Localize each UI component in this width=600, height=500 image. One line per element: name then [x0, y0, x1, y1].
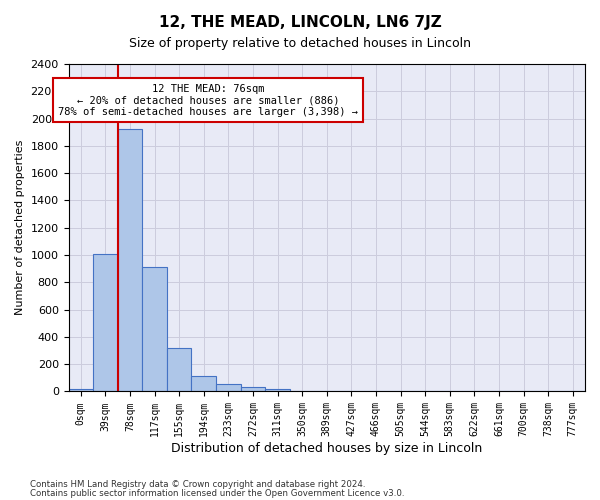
Text: Contains public sector information licensed under the Open Government Licence v3: Contains public sector information licen… [30, 488, 404, 498]
Bar [216, 384, 241, 392]
Bar [191, 376, 216, 392]
Bar [118, 130, 142, 392]
Bar [93, 254, 118, 392]
Y-axis label: Number of detached properties: Number of detached properties [15, 140, 25, 316]
Bar [68, 388, 93, 392]
Text: 12 THE MEAD: 76sqm
← 20% of detached houses are smaller (886)
78% of semi-detach: 12 THE MEAD: 76sqm ← 20% of detached hou… [58, 84, 358, 117]
Text: Contains HM Land Registry data © Crown copyright and database right 2024.: Contains HM Land Registry data © Crown c… [30, 480, 365, 489]
Bar [265, 388, 290, 392]
X-axis label: Distribution of detached houses by size in Lincoln: Distribution of detached houses by size … [171, 442, 482, 455]
Text: Size of property relative to detached houses in Lincoln: Size of property relative to detached ho… [129, 38, 471, 51]
Bar [241, 386, 265, 392]
Text: 12, THE MEAD, LINCOLN, LN6 7JZ: 12, THE MEAD, LINCOLN, LN6 7JZ [158, 15, 442, 30]
Bar [167, 348, 191, 392]
Bar [142, 268, 167, 392]
